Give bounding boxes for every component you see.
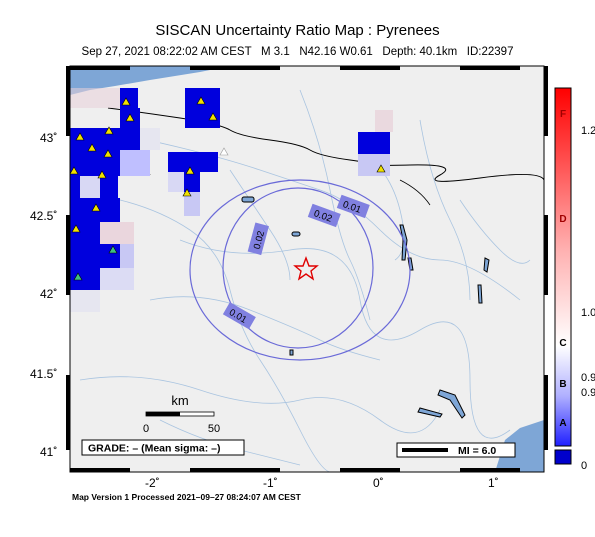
lon-label: -1˚	[263, 476, 278, 490]
station-marker	[125, 113, 135, 122]
uncertainty-cells	[70, 88, 393, 312]
mediterranean-sea	[495, 420, 544, 472]
event-info-line: Sep 27, 2021 08:22:02 AM CEST M 3.1 N42.…	[81, 46, 514, 58]
station-marker	[70, 166, 79, 175]
colorbar-value: 0	[581, 460, 587, 472]
station-marker	[104, 126, 114, 135]
station-marker	[71, 224, 81, 233]
lat-label: 42.5˚	[30, 209, 57, 223]
grade-letter: C	[559, 338, 566, 349]
lon-label: 0˚	[373, 476, 384, 490]
scale-bar-tick: 50	[208, 423, 220, 435]
station-marker	[103, 149, 113, 158]
colorbar-value: 0.9	[581, 387, 595, 399]
processing-footer: Map Version 1 Processed 2021–09–27 08:24…	[72, 492, 301, 502]
contour-label: 0.02	[252, 230, 267, 251]
map-area: 0.01 0.02 0.02 0.01	[70, 66, 544, 472]
station-marker	[219, 147, 229, 156]
station-marker	[91, 203, 101, 212]
lon-label: 1˚	[488, 476, 499, 490]
grade-letter: D	[559, 214, 566, 225]
station-marker	[73, 272, 83, 281]
station-marker	[75, 132, 85, 141]
reservoirs	[241, 196, 490, 419]
colorbar-value: 0.9	[581, 372, 595, 384]
station-marker	[87, 143, 97, 152]
grade-letter: F	[560, 109, 566, 120]
map-frame	[66, 65, 548, 473]
grade-box: GRADE: – (Mean sigma: –)	[81, 439, 245, 456]
grade-text: GRADE: – (Mean sigma: –)	[88, 443, 220, 455]
seismic-stations	[70, 96, 386, 281]
grade-letter: B	[559, 379, 566, 390]
scale-bar: km 0 50	[143, 393, 220, 435]
mi-legend: MI = 6.0	[396, 442, 516, 458]
station-marker	[196, 96, 206, 105]
map-title: SISCAN Uncertainty Ratio Map : Pyrenees	[155, 22, 440, 39]
contour-label-group: 0.01 0.02 0.02 0.01	[222, 194, 370, 330]
scale-bar-unit: km	[171, 393, 188, 408]
grade-letter: A	[559, 418, 566, 429]
graticule-labels: 43˚ 42.5˚ 42˚ 41.5˚ 41˚ -2˚ -1˚ 0˚ 1˚	[30, 131, 499, 490]
station-marker	[376, 164, 386, 173]
colorbar-value: 1.0	[581, 307, 595, 319]
uncertainty-contours	[189, 179, 411, 361]
lat-label: 43˚	[40, 131, 57, 145]
epicenter-star	[293, 256, 319, 281]
colorbar-value: 1.2	[581, 125, 595, 137]
station-marker	[97, 170, 107, 179]
lon-label: -2˚	[145, 476, 160, 490]
station-marker	[108, 245, 118, 254]
station-marker	[182, 188, 192, 197]
station-marker	[208, 112, 218, 121]
colorbar: F D C B A 1.2 1.0 0.9 0.9 0	[554, 87, 595, 472]
lat-label: 42˚	[40, 287, 57, 301]
bay-of-biscay	[70, 66, 230, 95]
mi-legend-text: MI = 6.0	[458, 445, 496, 457]
lat-label: 41˚	[40, 445, 57, 459]
station-marker	[185, 166, 195, 175]
scale-bar-tick: 0	[143, 423, 149, 435]
station-marker	[121, 97, 131, 106]
lat-label: 41.5˚	[30, 367, 57, 381]
